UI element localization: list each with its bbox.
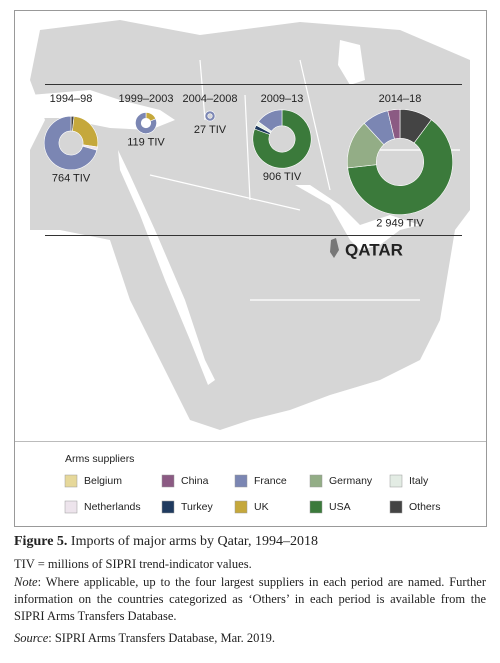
legend-swatch <box>309 474 323 488</box>
total-label: 119 TIV <box>127 136 165 148</box>
source: Source: SIPRI Arms Transfers Database, M… <box>14 630 486 647</box>
legend-label: Turkey <box>181 501 213 513</box>
legend-swatch <box>309 500 323 514</box>
source-text: : SIPRI Arms Transfers Database, Mar. 20… <box>48 631 275 645</box>
total-label: 764 TIV <box>52 173 91 185</box>
legend-label: Germany <box>329 475 373 487</box>
note-text: : Where applicable, up to the four large… <box>14 575 486 623</box>
period-label: 1994–98 <box>50 93 93 105</box>
legend-label: China <box>181 475 209 487</box>
figure-label: Figure 5. <box>14 534 68 549</box>
legend-label: USA <box>329 501 351 513</box>
total-label: 2 949 TIV <box>376 218 424 230</box>
legend-swatch <box>389 474 403 488</box>
note-label: Note <box>14 575 38 589</box>
sea <box>338 40 365 85</box>
donut-segment <box>204 110 216 122</box>
sea <box>295 185 420 250</box>
legend-swatch <box>161 474 175 488</box>
legend-swatch <box>389 500 403 514</box>
source-label: Source <box>14 631 49 645</box>
period-label: 1999–2003 <box>118 93 173 105</box>
legend-title: Arms suppliers <box>65 453 134 465</box>
legend-swatch <box>234 500 248 514</box>
legend-label: France <box>254 475 287 487</box>
donut-segment <box>347 119 453 215</box>
caption-title: Figure 5. Imports of major arms by Qatar… <box>14 533 486 550</box>
country-label: QATAR <box>345 240 403 259</box>
legend-swatch <box>161 500 175 514</box>
period-label: 2014–18 <box>379 93 422 105</box>
border <box>149 59 460 301</box>
legend-label: Belgium <box>84 475 122 487</box>
sea <box>118 150 215 385</box>
legend-swatch <box>64 474 78 488</box>
donut-segment <box>387 109 401 140</box>
legend-swatch <box>64 500 78 514</box>
note: Note: Where applicable, up to the four l… <box>14 574 486 625</box>
total-label: 27 TIV <box>194 124 227 136</box>
legend-label: UK <box>254 501 269 513</box>
total-label: 906 TIV <box>263 171 302 183</box>
donut-segment <box>252 109 312 169</box>
figure-title: Imports of major arms by Qatar, 1994–201… <box>70 534 319 549</box>
period-label: 2004–2008 <box>182 93 237 105</box>
legend-label: Italy <box>409 475 429 487</box>
legend-label: Netherlands <box>84 501 141 513</box>
legend-swatch <box>234 474 248 488</box>
period-label: 2009–13 <box>261 93 304 105</box>
tiv-note: TIV = millions of SIPRI trend-indicator … <box>14 557 252 571</box>
donut-segment <box>43 115 98 171</box>
legend-label: Others <box>409 501 441 513</box>
chart: QATAR Arms suppliers 1994–98 764 TIV 1999–… <box>14 10 487 527</box>
donut-segment <box>258 109 283 132</box>
qatar <box>330 238 339 258</box>
donut-segment <box>135 112 157 134</box>
